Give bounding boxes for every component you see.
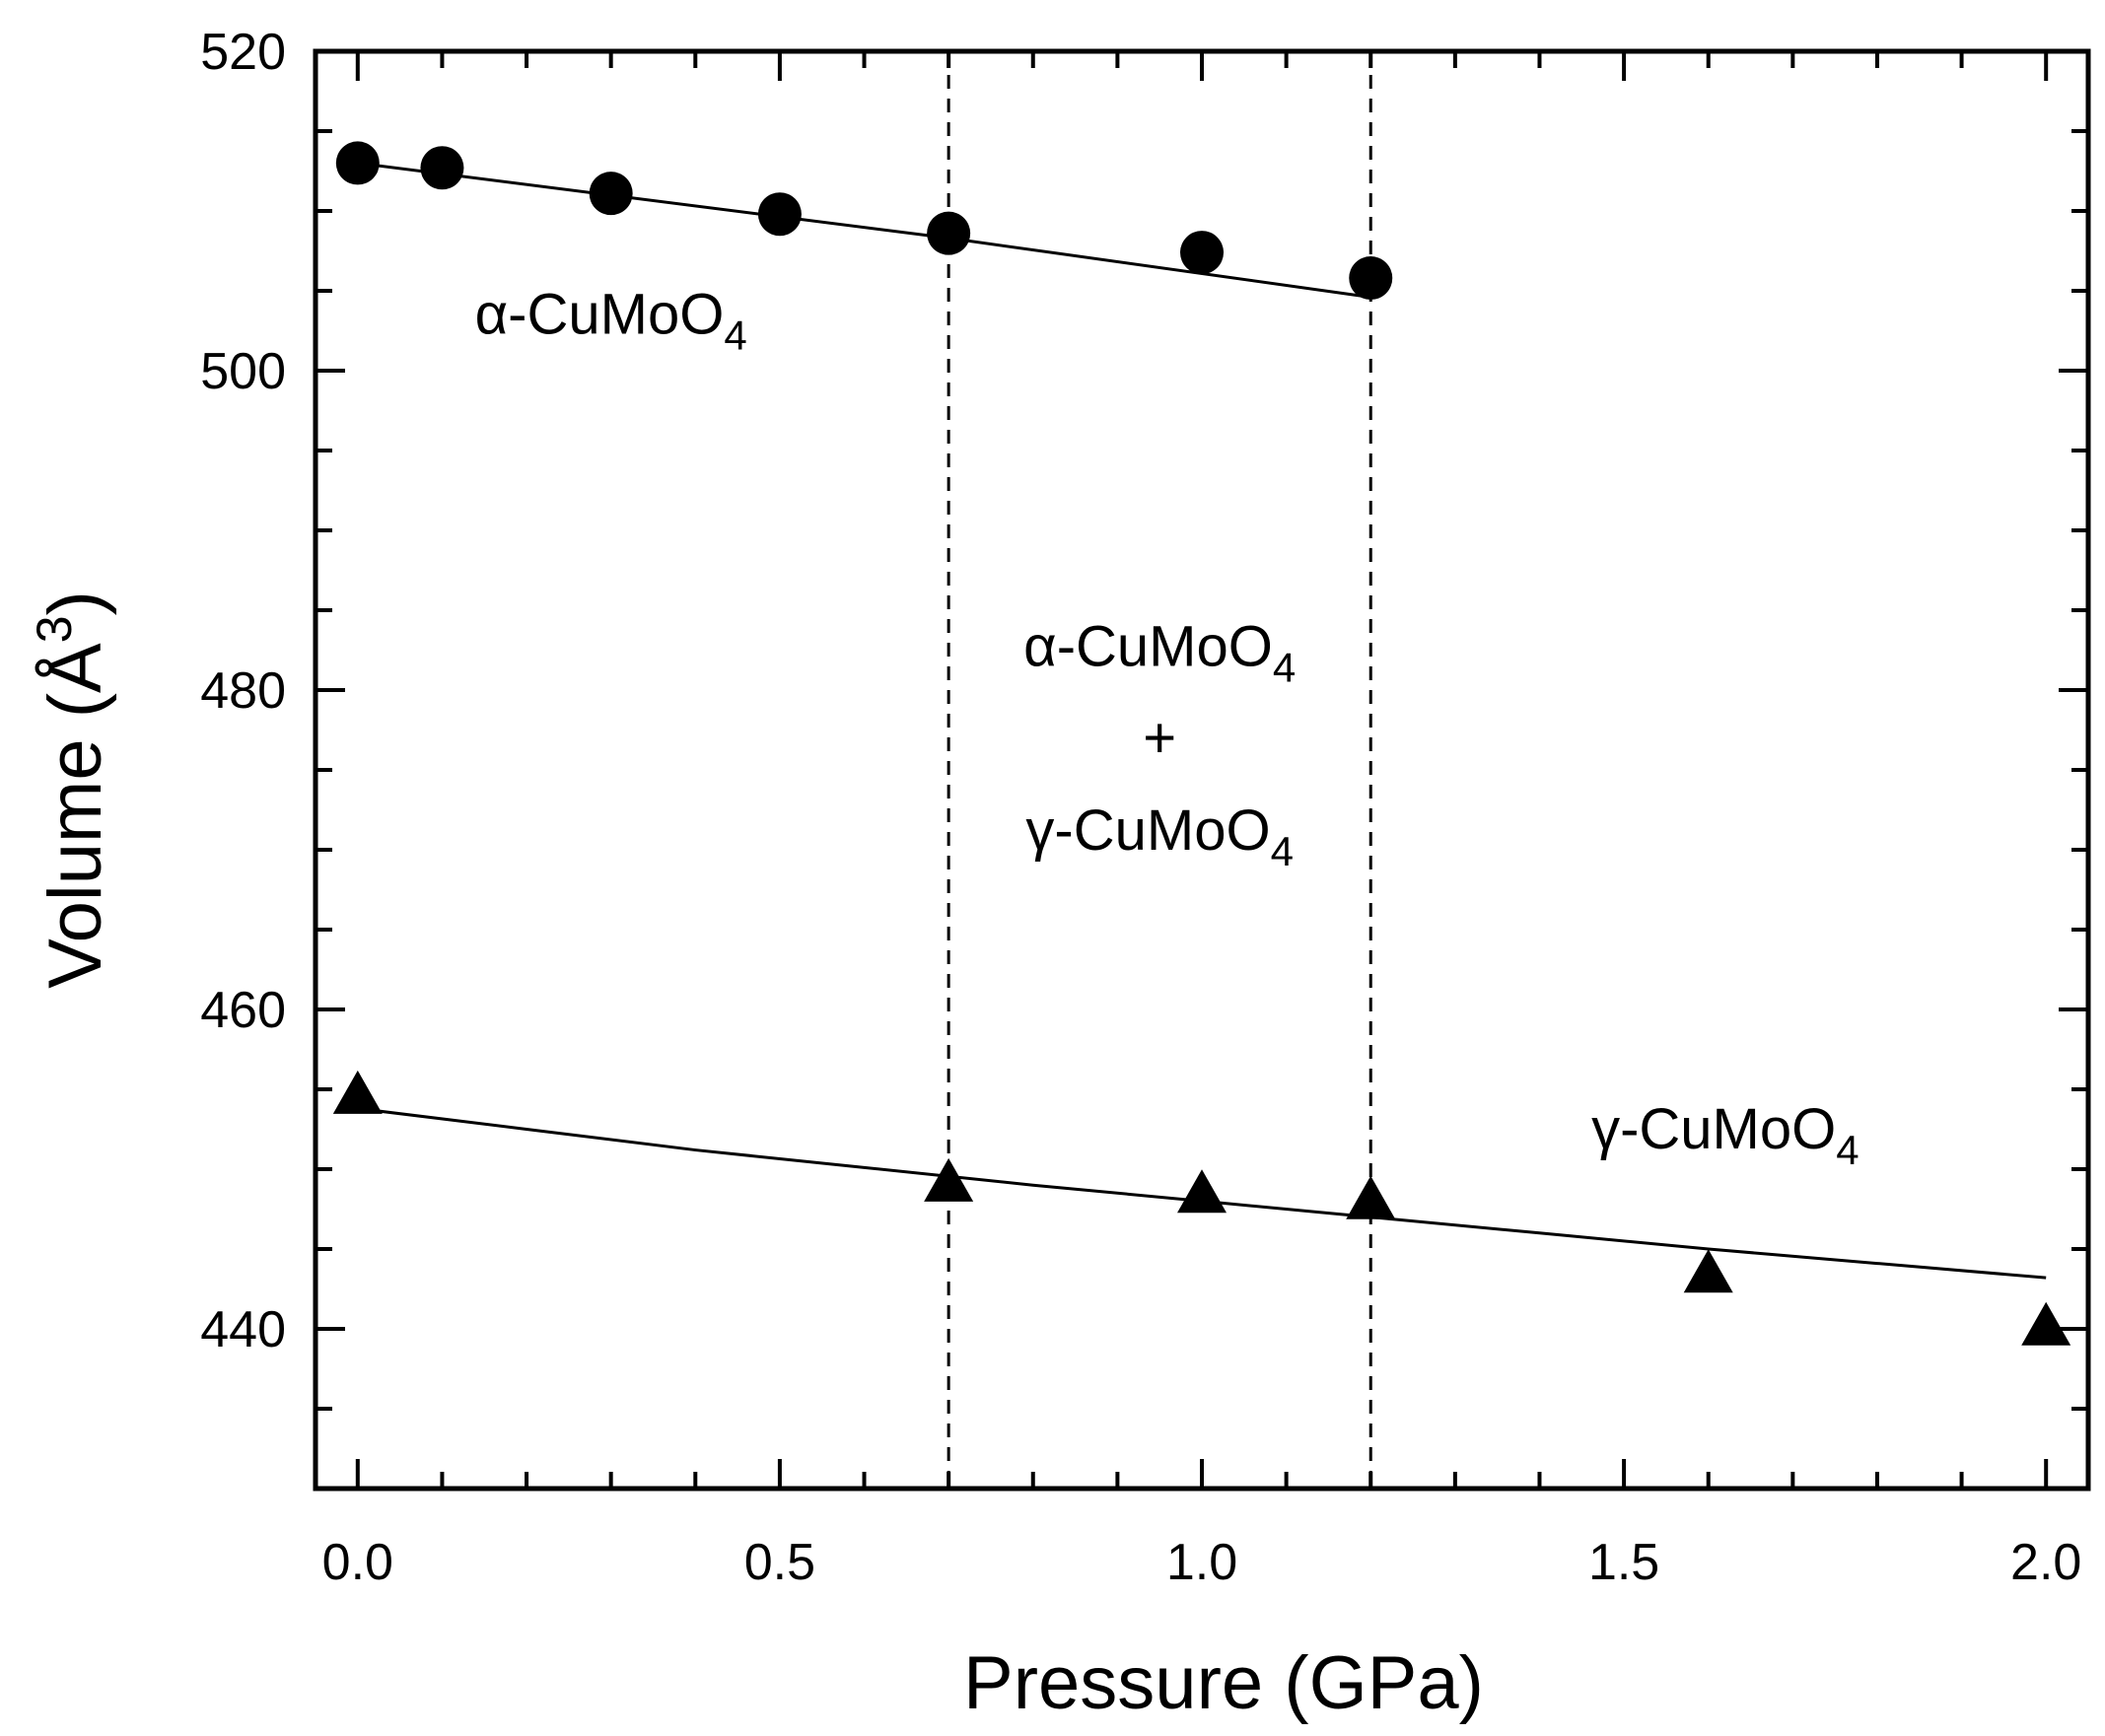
y-tick-label: 460 xyxy=(200,982,286,1039)
gamma-data-point xyxy=(332,1070,383,1114)
y-axis-title-main: Volume (Å xyxy=(34,643,117,989)
y-tick-label: 500 xyxy=(200,343,286,400)
y-tick-label: 440 xyxy=(200,1301,286,1358)
x-tick-label: 0.5 xyxy=(744,1534,815,1591)
annotation-text: α-CuMoO xyxy=(1023,615,1273,679)
plot-frame xyxy=(313,48,2091,1492)
annotation-text: γ-CuMoO xyxy=(1591,1097,1836,1161)
alpha-data-point xyxy=(757,192,802,237)
gamma-data-point xyxy=(1346,1175,1396,1219)
y-axis-title-end: ) xyxy=(34,590,117,615)
annotation-mixed-gamma: γ-CuMoO4 xyxy=(1025,799,1294,874)
x-tick-label: 1.0 xyxy=(1166,1534,1237,1591)
data-points xyxy=(332,141,2071,1346)
x-tick-label: 0.0 xyxy=(322,1534,393,1591)
annotation-text: α-CuMoO xyxy=(475,283,725,347)
annotation-subscript: 4 xyxy=(1836,1127,1859,1173)
alpha-data-point xyxy=(1180,231,1224,275)
x-tick-label: 2.0 xyxy=(2010,1534,2081,1591)
gamma-data-point xyxy=(2021,1301,2071,1346)
alpha-data-point xyxy=(927,211,971,255)
annotation-subscript: 4 xyxy=(1271,828,1294,874)
alpha-data-point xyxy=(589,172,633,216)
y-tick-label: 480 xyxy=(200,662,286,720)
alpha-data-point xyxy=(1349,256,1393,301)
annotation-alpha: α-CuMoO4 xyxy=(475,283,747,359)
annotation-mixed-plus: + xyxy=(1143,706,1176,770)
x-axis-title: Pressure (GPa) xyxy=(963,1641,1484,1725)
annotation-text: γ-CuMoO xyxy=(1025,799,1270,863)
x-tick-label: 1.5 xyxy=(1588,1534,1659,1591)
y-tick-label: 520 xyxy=(200,24,286,81)
alpha-data-point xyxy=(420,146,464,190)
gamma-data-point xyxy=(1683,1249,1733,1293)
alpha-data-point xyxy=(335,141,380,185)
annotation-text: + xyxy=(1143,706,1176,770)
y-axis-title-sup: 3 xyxy=(27,615,82,643)
gamma-data-point xyxy=(924,1157,974,1202)
annotation-subscript: 4 xyxy=(724,312,746,359)
annotation-mixed-alpha: α-CuMoO4 xyxy=(1023,615,1296,691)
annotation-subscript: 4 xyxy=(1273,645,1296,691)
gamma-data-point xyxy=(1177,1169,1227,1214)
y-tick-labels: 440 460 480 500 520 xyxy=(200,24,286,1358)
y-axis-title: Volume (Å3) xyxy=(27,590,117,989)
x-tick-labels: 0.0 0.5 1.0 1.5 2.0 xyxy=(322,1534,2082,1591)
annotation-gamma: γ-CuMoO4 xyxy=(1591,1097,1859,1173)
